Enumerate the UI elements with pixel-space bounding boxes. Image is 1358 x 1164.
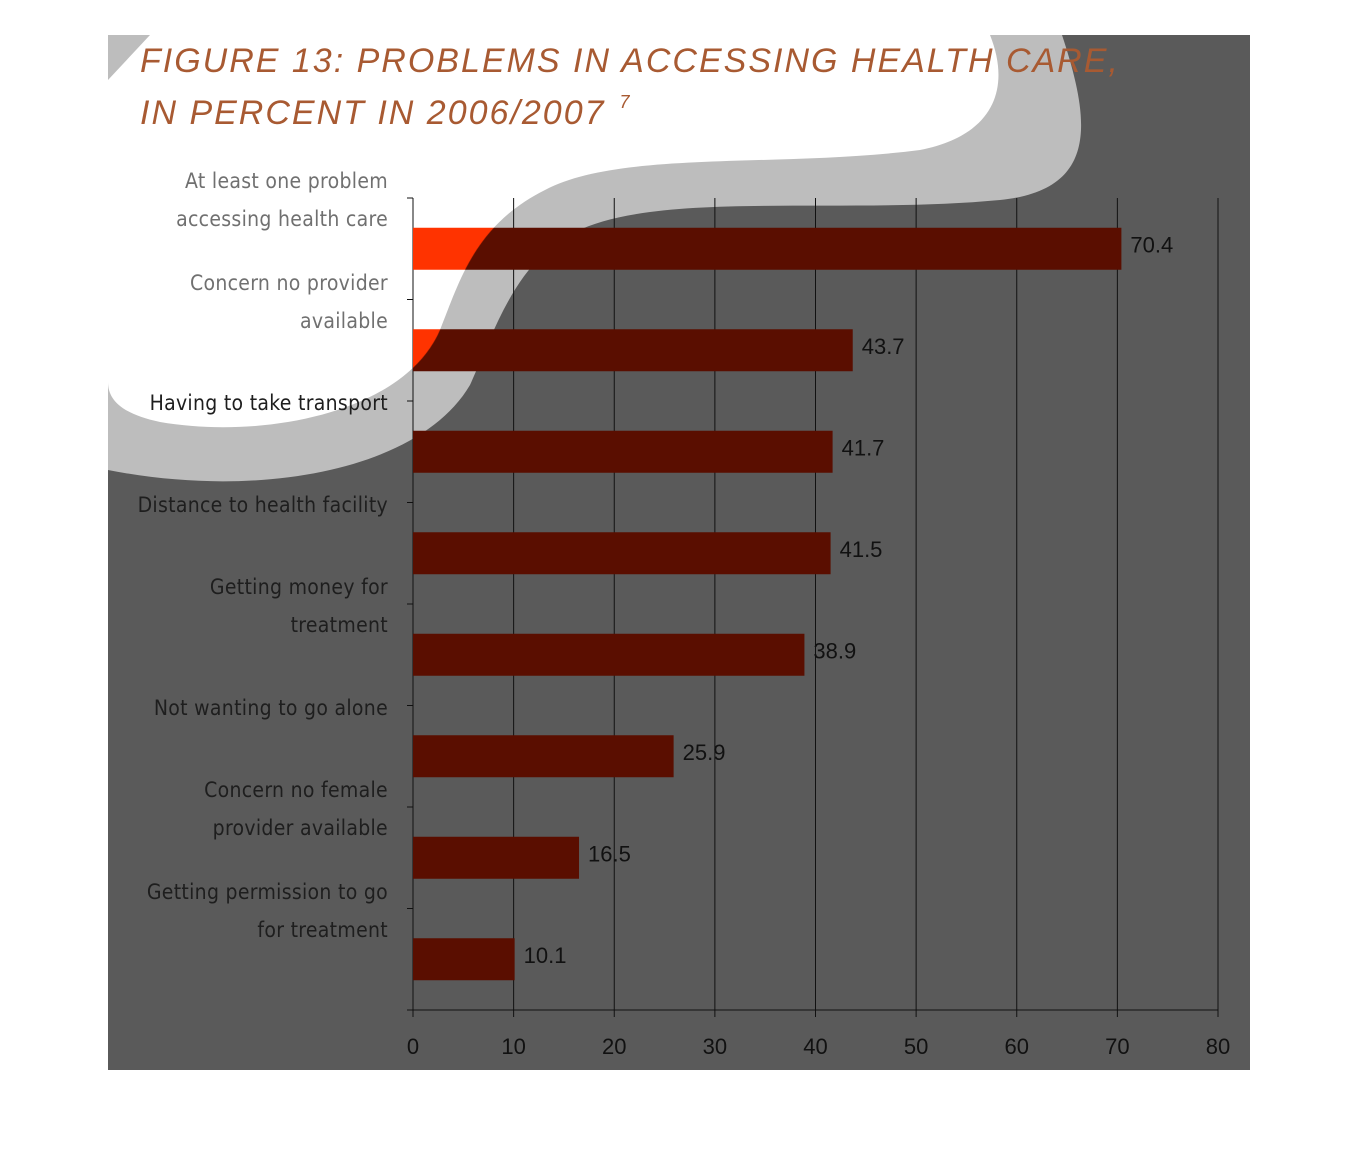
y-tick-label: Not wanting to go alone xyxy=(153,695,388,720)
chart-title: FIGURE 13: PROBLEMS IN ACCESSING HEALTH … xyxy=(140,42,1120,80)
bar xyxy=(413,227,1122,270)
bar xyxy=(413,735,674,778)
x-tick-label: 0 xyxy=(407,1034,419,1059)
x-tick-label: 60 xyxy=(1005,1034,1029,1059)
bar xyxy=(413,430,833,473)
bar xyxy=(413,329,853,372)
title-note: 7 xyxy=(620,92,631,112)
x-tick-label: 30 xyxy=(703,1034,727,1059)
bar xyxy=(413,938,515,981)
bar xyxy=(413,532,831,575)
value-label: 38.9 xyxy=(813,639,856,664)
x-tick-label: 40 xyxy=(803,1034,827,1059)
bar xyxy=(413,633,805,676)
bar xyxy=(413,836,580,879)
x-tick-label: 20 xyxy=(602,1034,626,1059)
x-tick-label: 80 xyxy=(1206,1034,1230,1059)
y-tick-label: Concern no female provider available xyxy=(204,778,388,840)
y-tick-label: Getting permission to go for treatment xyxy=(146,879,388,942)
y-tick-label: Getting money for treatment xyxy=(209,575,388,637)
y-tick-label: Having to take transport xyxy=(149,391,388,415)
x-tick-label: 50 xyxy=(904,1034,928,1059)
value-label: 16.5 xyxy=(588,842,631,867)
y-tick-label: Concern no provider available xyxy=(189,270,388,333)
value-label: 43.7 xyxy=(862,334,905,359)
value-label: 41.5 xyxy=(840,537,883,562)
y-tick-label: At least one problem accessing health ca… xyxy=(176,169,388,231)
x-tick-label: 70 xyxy=(1105,1034,1129,1059)
y-tick-label: Distance to health facility xyxy=(137,492,388,517)
value-label: 10.1 xyxy=(524,943,567,968)
value-label: 25.9 xyxy=(683,740,726,765)
x-tick-label: 10 xyxy=(501,1034,525,1059)
chart-title: IN PERCENT IN 2006/2007 xyxy=(140,94,606,132)
value-label: 70.4 xyxy=(1130,233,1173,258)
value-label: 41.7 xyxy=(842,436,885,461)
